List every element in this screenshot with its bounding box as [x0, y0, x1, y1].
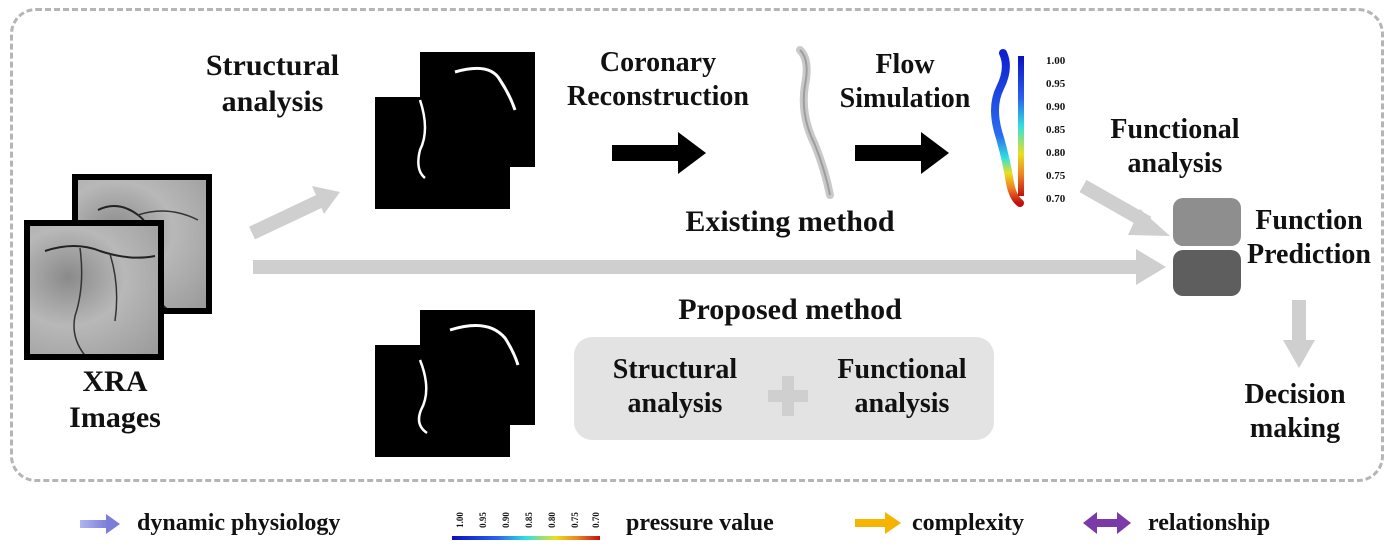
complexity-arrow-icon — [855, 512, 901, 534]
segmentation-mask-front-top — [375, 97, 510, 209]
plus-icon — [768, 376, 808, 416]
arrow-to-simulation — [855, 132, 949, 174]
pressure-colorbar — [1018, 56, 1024, 196]
functional-analysis-label: Functional analysis — [1110, 114, 1240, 179]
dynamic-physiology-arrow-icon — [80, 514, 120, 534]
legend-pressure-bar — [452, 536, 600, 540]
arrow-to-structural — [249, 186, 340, 240]
relationship-double-arrow-icon — [1083, 512, 1131, 534]
reconstructed-vessel — [796, 46, 834, 199]
legend-relationship: relationship — [1148, 510, 1271, 536]
legend-dynamic-physiology: dynamic physiology — [137, 510, 341, 536]
colorbar-ticks: 1.00 0.95 0.90 0.85 0.80 0.75 0.70 — [1046, 55, 1066, 205]
arrow-to-function — [1079, 179, 1170, 236]
arrow-to-decision — [1283, 300, 1315, 368]
proposed-method-label: Proposed method — [678, 293, 902, 326]
xra-image-front — [24, 220, 164, 360]
xra-label: XRA Images — [69, 365, 161, 434]
combo-structural-label: Structural analysis — [612, 354, 738, 419]
legend-pressure-value: pressure value — [626, 510, 774, 536]
decision-making-label: Decision making — [1244, 379, 1346, 444]
legend-pressure-ticks: 1.00 0.95 0.90 0.85 0.80 0.75 0.70 — [454, 512, 601, 528]
legend-complexity: complexity — [912, 510, 1024, 536]
coronary-reconstruction-label: Coronary Reconstruction — [567, 47, 749, 112]
structural-analysis-label: Structural analysis — [205, 49, 340, 118]
arrow-to-reconstruction — [612, 132, 706, 174]
function-box-bottom — [1173, 250, 1241, 296]
segmentation-mask-front-bottom — [375, 345, 510, 457]
flow-simulation-label: Flow Simulation — [839, 49, 971, 114]
combo-functional-label: Functional analysis — [837, 354, 967, 419]
arrow-xra-to-function — [253, 249, 1166, 285]
flow-simulated-vessel — [991, 49, 1024, 207]
dashed-frame — [10, 8, 1384, 482]
vessel-lines-front — [44, 245, 156, 354]
function-box-top — [1173, 198, 1241, 246]
existing-method-label: Existing method — [685, 205, 895, 238]
function-prediction-label: Function Prediction — [1247, 205, 1371, 270]
